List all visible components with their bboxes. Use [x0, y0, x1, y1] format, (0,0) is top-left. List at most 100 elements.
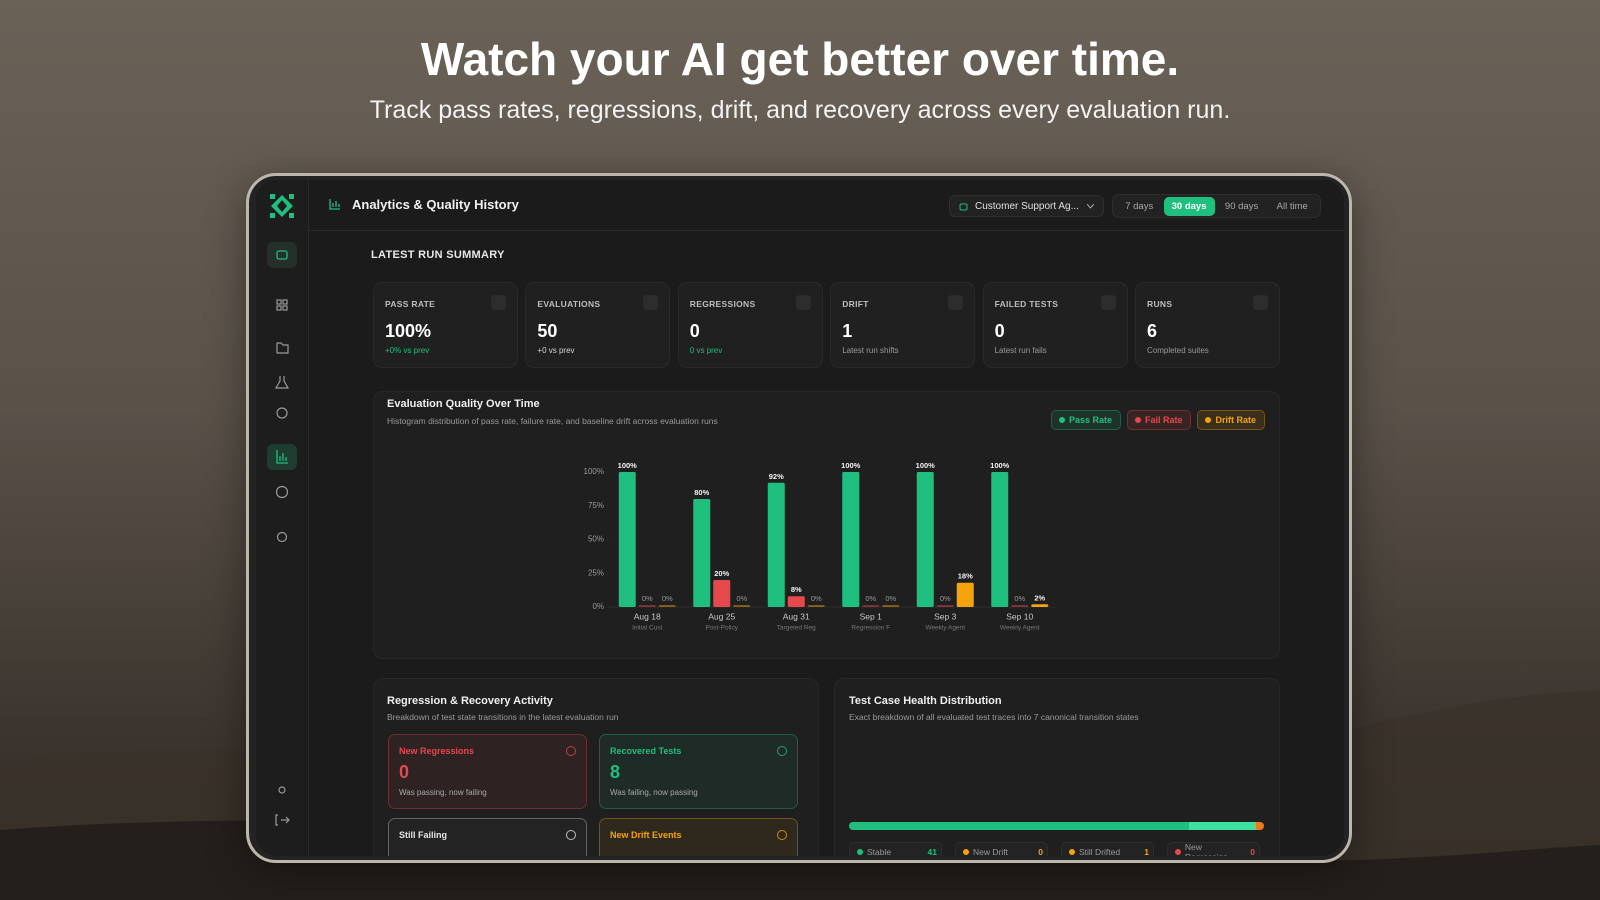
value-label: 92%	[769, 472, 784, 481]
bar	[882, 605, 900, 607]
card-value: 6	[1147, 321, 1158, 341]
card-icon	[795, 295, 811, 310]
legend-dot	[1205, 417, 1212, 423]
x-sublabel: Targeted Reg	[777, 625, 816, 632]
activity-note: Was failing, now passing	[610, 788, 698, 797]
card-value: 100%	[385, 321, 432, 341]
agent-icon	[959, 203, 968, 211]
bar	[807, 605, 825, 607]
card-label: DRIFT	[842, 299, 869, 309]
x-tick-label: Aug 18	[634, 611, 661, 621]
bar	[1011, 605, 1029, 607]
summary-card: EVALUATIONS 50 +0 vs prev	[525, 282, 671, 368]
range-button[interactable]: 90 days	[1224, 200, 1259, 212]
card-note: +0 vs prev	[537, 346, 575, 355]
value-label: 2%	[1034, 593, 1045, 602]
card-value: 0	[689, 321, 700, 341]
sidebar	[256, 180, 309, 856]
activity-card: New Drift Events	[599, 818, 798, 856]
bar	[733, 605, 751, 607]
summary-card: REGRESSIONS 0 0 vs prev	[677, 282, 823, 368]
chart-panel	[373, 391, 1280, 659]
agent-select[interactable]: Customer Support Ag...	[949, 195, 1104, 217]
card-icon	[948, 295, 964, 310]
value-label: 0%	[736, 594, 747, 603]
x-tick-label: Sep 3	[934, 611, 956, 621]
activity-icon	[777, 830, 787, 840]
app-screen: Analytics & Quality History Customer Sup…	[256, 180, 1344, 856]
nav-dashboard[interactable]	[276, 299, 288, 311]
legend-label[interactable]: Pass Rate	[1068, 415, 1112, 425]
card-value: 0	[994, 321, 1005, 341]
y-tick-label: 75%	[588, 501, 604, 510]
legend-item[interactable]: Drift Rate	[1197, 410, 1265, 430]
range-button[interactable]: All time	[1276, 200, 1308, 212]
range-button[interactable]: 7 days	[1125, 200, 1154, 212]
activity-label: Recovered Tests	[610, 746, 682, 756]
sidebar-icons	[267, 194, 297, 826]
nav-history[interactable]	[276, 407, 288, 419]
activity-title: Regression & Recovery Activity	[387, 695, 553, 707]
bar	[862, 605, 880, 607]
bar	[767, 482, 785, 607]
activity-icon	[566, 746, 576, 756]
range-button[interactable]: 30 days	[1163, 196, 1215, 216]
y-tick-label: 25%	[588, 568, 604, 577]
theme-toggle[interactable]	[278, 786, 286, 794]
card-value: 50	[537, 321, 558, 341]
health-segment	[849, 822, 1190, 830]
x-tick-label: Sep 1	[860, 611, 882, 621]
bar	[991, 472, 1009, 607]
legend-label[interactable]: Fail Rate	[1144, 415, 1183, 425]
chevron	[1087, 204, 1094, 209]
x-tick-label: Aug 25	[708, 611, 735, 621]
card-note: +0% vs prev	[385, 346, 430, 355]
value-label: 100%	[841, 461, 861, 470]
value-label: 100%	[618, 461, 638, 470]
chart: 0% 25% 50% 75% 100% Aug 18 Initial Cust 100% 0% 0…	[584, 461, 1057, 632]
section-title: LATEST RUN SUMMARY	[371, 249, 505, 261]
activity-icon	[777, 746, 787, 756]
hero-subtitle: Track pass rates, regressions, drift, an…	[369, 96, 1231, 124]
nav-evals[interactable]	[274, 376, 290, 389]
card-icon	[491, 295, 506, 310]
bar	[956, 582, 974, 607]
value-label: 0%	[885, 594, 896, 603]
value-label: 18%	[958, 572, 973, 581]
x-sublabel: Post-Policy	[705, 625, 738, 632]
activity-label: New Regressions	[399, 746, 475, 756]
activity-subtitle: Breakdown of test state transitions in t…	[387, 712, 619, 722]
agent-name[interactable]: Customer Support Ag...	[975, 201, 1079, 212]
nav-agents[interactable]	[267, 242, 297, 268]
activity-card: Still Failing	[388, 818, 587, 856]
x-tick-label: Aug 31	[783, 611, 810, 621]
health-dot	[857, 849, 863, 855]
legend-item[interactable]: Pass Rate	[1050, 410, 1121, 430]
health-item: New Drift 0	[955, 842, 1048, 856]
health-subtitle: Exact breakdown of all evaluated test tr…	[849, 712, 1139, 722]
bar	[916, 472, 934, 607]
x-sublabel: Weekly Agent	[925, 625, 965, 632]
activity-card: New Regressions 0 Was passing, now failing	[388, 734, 587, 809]
health-bar	[849, 822, 1264, 830]
x-sublabel: Regression F	[851, 625, 890, 632]
bar	[658, 605, 676, 607]
legend-item[interactable]: Fail Rate	[1126, 410, 1192, 430]
health-label: New Regression	[1184, 842, 1228, 856]
health-label: Stable	[867, 847, 892, 856]
header-divider	[308, 230, 1344, 231]
bar	[618, 472, 636, 607]
nav-suites[interactable]	[276, 342, 289, 354]
page-title: Analytics & Quality History	[352, 197, 519, 212]
y-tick-label: 50%	[588, 535, 604, 544]
health-item: New Regression 0	[1167, 842, 1260, 856]
nav-analytics[interactable]	[267, 444, 297, 470]
legend-label[interactable]: Drift Rate	[1215, 415, 1256, 425]
nav-settings[interactable]	[276, 531, 288, 543]
value-label: 8%	[791, 585, 802, 594]
health-value: 0	[1250, 847, 1255, 856]
logout[interactable]	[275, 814, 290, 826]
card-label: FAILED TESTS	[994, 299, 1059, 309]
legend-dot	[1058, 417, 1065, 423]
nav-globe[interactable]	[275, 485, 289, 499]
